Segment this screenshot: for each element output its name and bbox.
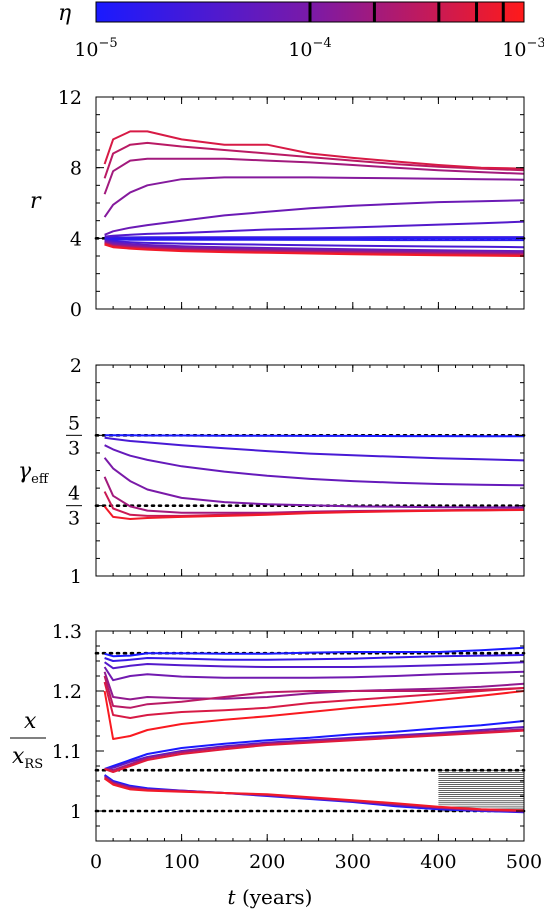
y-tick-label-num: 4 [68,483,80,505]
xratio-ticks [95,630,525,842]
series-line-6 [103,505,524,520]
series-line-8 [104,238,524,242]
series-line-14 [104,243,524,257]
y-tick-label-num: 5 [68,412,80,434]
series-line-2 [104,661,524,670]
series-line-15 [104,777,524,812]
xratio-series-lines [103,646,524,814]
series-line-5 [103,157,524,195]
series-line-10 [104,240,524,253]
colorbar-tick-label-exp: −4 [313,36,332,51]
series-line-9 [104,726,524,770]
xratio-ylabel: x xRS [10,709,46,772]
gamma-reference-lines [94,434,526,507]
series-line-5 [103,675,524,709]
x-axis-label-unit: (years) [242,885,313,909]
series-line-1 [104,436,524,462]
series-line-6 [103,681,524,719]
y-tick-label-1: 43 [66,483,82,530]
xratio-hatch [438,769,524,812]
colorbar: η 10−5 10−4 10−3 [58,1,544,61]
series-line-6 [103,141,524,179]
x-tick-label-2: 200 [249,851,285,873]
xratio-ylabel-den-main: x [12,744,25,769]
y-tick-label-2: 1.2 [52,681,82,703]
series-line-4 [103,176,524,218]
series-line-1 [104,236,524,239]
colorbar-tick-label-base: 10 [288,39,312,61]
colorbar-tick-label-1: 10−4 [288,36,331,61]
series-line-1 [104,654,524,662]
x-tick-label-4: 400 [420,851,456,873]
gamma-ticks [95,364,525,577]
r-axes-frame [95,96,525,310]
series-line-0 [104,646,524,658]
colorbar-tick-label-base: 10 [74,39,98,61]
x-tick-labels: 0 100 200 300 400 500 [90,851,542,873]
panel-xratio: 11.11.21.3 x xRS 0 100 200 300 400 500 t (yea… [10,621,542,909]
gamma-axes-frame [95,364,525,577]
panel-r: 0 4 8 12 r [30,87,526,321]
series-line-12 [104,241,524,255]
y-tick-label-0: 1 [70,801,82,823]
series-line-2 [104,220,524,238]
y-tick-label-2: 53 [66,412,82,459]
y-tick-label-3: 1.3 [52,621,82,643]
xratio-ylabel-num: x [24,709,37,734]
gamma-series-lines [103,434,524,520]
series-line-3 [103,457,524,509]
y-tick-label-2: 8 [70,158,82,180]
xratio-ylabel-den-sub: RS [24,757,43,772]
series-line-9 [104,239,524,249]
y-tick-label-0: 0 [70,299,82,321]
x-tick-label-3: 300 [335,851,371,873]
series-line-11 [104,729,524,773]
series-line-3 [103,666,524,682]
colorbar-ticks [308,2,505,22]
series-line-4 [103,671,524,701]
series-line-13 [104,775,524,813]
colorbar-tick-label-0: 10−5 [74,36,117,61]
series-line-2 [104,444,524,487]
x-axis-label-var: t [228,885,237,909]
gamma-ylabel-sub: eff [31,472,50,487]
x-tick-label-5: 500 [506,851,542,873]
series-line-3 [104,199,524,236]
y-tick-label-den: 3 [68,437,80,459]
series-line-0 [104,434,524,438]
series-line-11 [104,240,524,254]
colorbar-tick-label-base: 10 [502,39,526,61]
series-line-7 [103,130,524,170]
y-tick-label-0: 1 [70,566,82,588]
y-tick-label-1: 1.1 [52,741,82,763]
gamma-ylabel-main: γ [18,459,32,484]
xratio-y-tick-labels: 1 1.1 1.2 1.3 [52,621,82,823]
y-tick-label-den: 3 [68,508,80,530]
gamma-ylabel: γeff [18,459,50,487]
colorbar-symbol: η [58,1,71,26]
series-line-8 [104,720,524,770]
x-tick-label-1: 100 [163,851,199,873]
xratio-ylabel-den: xRS [12,744,43,772]
series-line-7 [103,690,524,740]
r-series-lines [103,130,524,257]
colorbar-tick-label-exp: −3 [527,36,544,51]
r-y-tick-labels: 0 4 8 12 [58,87,82,321]
y-tick-label-3: 12 [58,87,82,109]
colorbar-tick-label-exp: −5 [99,36,118,51]
x-axis-label: t (years) [228,885,313,909]
x-tick-label-0: 0 [90,851,102,873]
r-ylabel: r [30,189,42,214]
r-ticks [95,96,525,310]
y-tick-label-3: 2 [70,355,82,377]
colorbar-tick-label-2: 10−3 [502,36,544,61]
series-line-10 [104,728,524,772]
colorbar-tick-labels: 10−5 10−4 10−3 [74,36,544,61]
y-tick-label-1: 4 [70,228,82,250]
